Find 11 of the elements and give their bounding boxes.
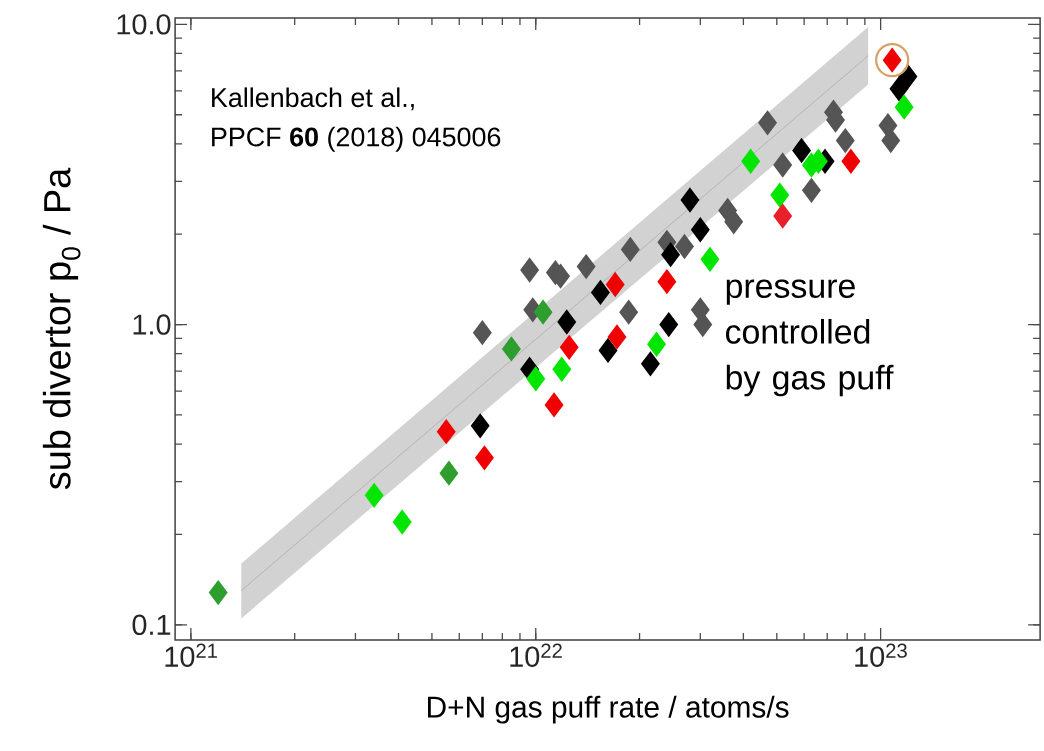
x-axis-title: D+N gas puff rate / atoms/s: [428, 695, 789, 724]
y-axis-title: sub divertor p$_{0}$ / Pa: [42, 167, 81, 490]
annotation: Kallenbach et al.,: [212, 87, 414, 111]
y-tick-label: 0.1: [132, 614, 171, 636]
annotation: pressure controlled by gas puff: [726, 279, 894, 397]
x-tick-label: 10$^{23}$: [855, 643, 907, 667]
x-tick-label: 10$^{22}$: [510, 643, 562, 667]
y-tick-label: 1.0: [133, 314, 171, 335]
x-tick-label: 10$^{21}$: [165, 643, 217, 667]
annotation: PPCF 60 (2018) 045006: [212, 126, 501, 152]
y-tick-label: 10.0: [117, 14, 171, 35]
